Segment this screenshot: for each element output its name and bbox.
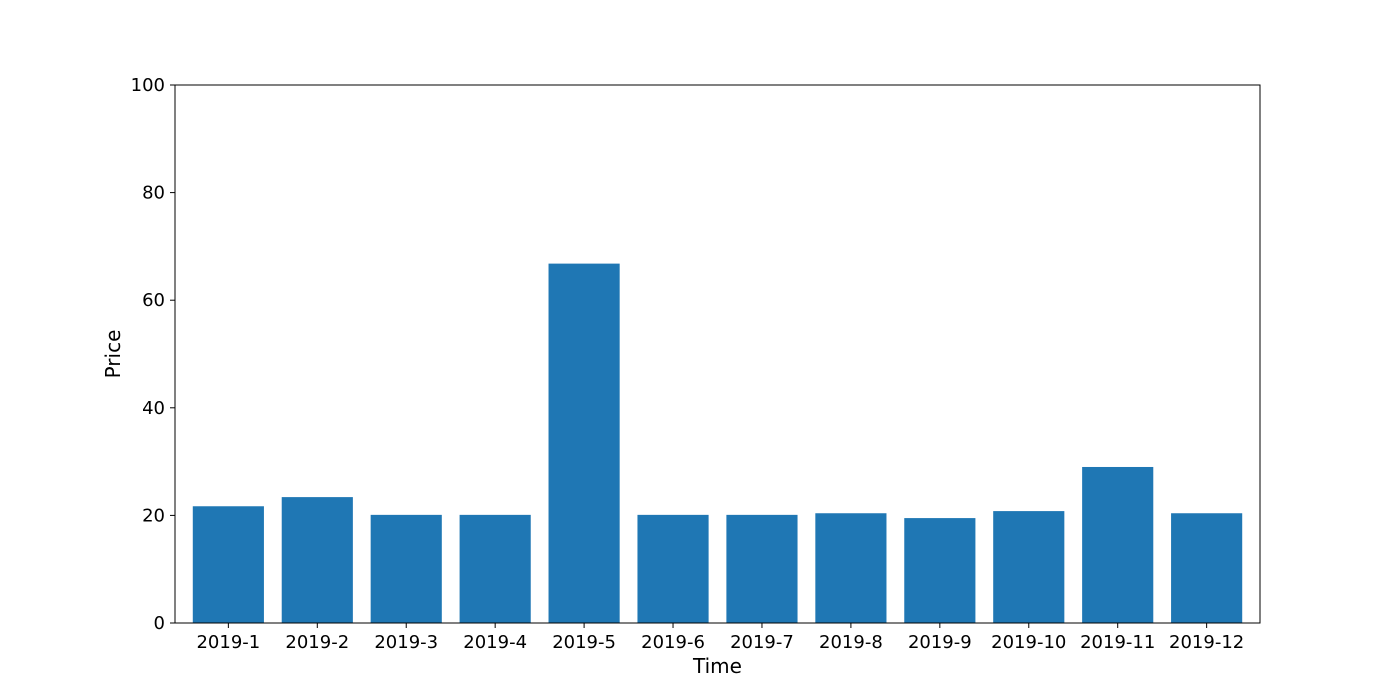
x-tick-label: 2019-3 (374, 632, 438, 653)
y-axis-label: Price (101, 330, 125, 379)
bar-2019-1 (192, 506, 264, 623)
bar-series (192, 263, 1243, 623)
x-tick-label: 2019-6 (641, 632, 705, 653)
y-tick-label: 20 (142, 505, 165, 526)
y-tick-label: 40 (142, 398, 165, 419)
x-axis-label: Time (692, 654, 742, 678)
x-tick-label: 2019-8 (819, 632, 883, 653)
bar-2019-3 (370, 514, 442, 623)
x-tick-label: 2019-7 (730, 632, 794, 653)
bar-2019-8 (815, 513, 887, 623)
x-tick-label: 2019-2 (285, 632, 349, 653)
bar-2019-5 (548, 263, 620, 623)
x-tick-label: 2019-10 (991, 632, 1066, 653)
y-tick-label: 0 (154, 613, 165, 634)
x-tick-label: 2019-11 (1080, 632, 1155, 653)
y-axis: 0 20 40 60 80 100 (131, 75, 175, 634)
plot-frame (174, 84, 1261, 624)
bar-2019-11 (1082, 466, 1154, 623)
x-tick-label: 2019-12 (1169, 632, 1244, 653)
bar-2019-6 (637, 514, 709, 623)
bar-2019-2 (281, 497, 353, 623)
y-tick-label: 60 (142, 290, 165, 311)
x-tick-label: 2019-5 (552, 632, 616, 653)
bar-2019-10 (993, 511, 1065, 623)
x-tick-label: 2019-9 (908, 632, 972, 653)
bar-2019-12 (1171, 513, 1243, 623)
x-axis: 2019-1 2019-2 2019-3 2019-4 2019-5 2019-6 2019… (196, 623, 1244, 653)
bar-2019-7 (726, 514, 798, 623)
x-tick-label: 2019-4 (463, 632, 527, 653)
y-tick-label: 80 (142, 183, 165, 204)
bar-2019-4 (459, 514, 531, 623)
x-tick-label: 2019-1 (196, 632, 260, 653)
y-tick-label: 100 (131, 75, 165, 96)
bar-2019-9 (904, 518, 976, 623)
